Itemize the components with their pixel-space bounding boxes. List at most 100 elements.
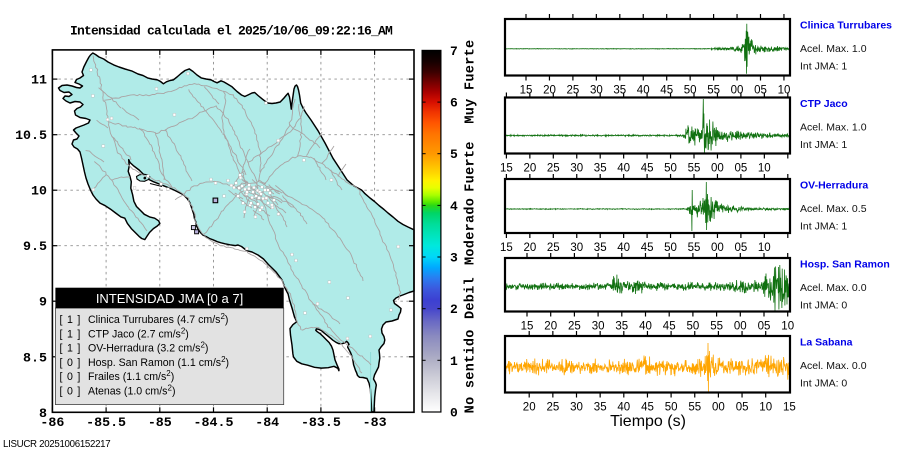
svg-text:35: 35 — [594, 242, 607, 254]
svg-text:05: 05 — [736, 402, 749, 414]
svg-text:10: 10 — [759, 402, 772, 414]
svg-text:-84.5: -84.5 — [194, 415, 234, 430]
svg-text:4: 4 — [450, 199, 458, 214]
svg-text:10.5: 10.5 — [15, 128, 47, 143]
svg-text:35: 35 — [613, 85, 626, 97]
svg-text:9: 9 — [39, 295, 47, 310]
svg-text:55: 55 — [688, 163, 701, 175]
svg-text:40: 40 — [617, 242, 630, 254]
svg-text:10: 10 — [758, 163, 771, 175]
svg-text:50: 50 — [665, 402, 678, 414]
svg-text:20: 20 — [524, 242, 537, 254]
svg-text:15: 15 — [783, 402, 796, 414]
svg-text:[ 1 ]: [ 1 ] — [60, 314, 82, 326]
svg-text:-83: -83 — [363, 415, 387, 430]
svg-text:45: 45 — [641, 402, 654, 414]
svg-text:0: 0 — [450, 406, 458, 421]
svg-text:Int JMA: 1: Int JMA: 1 — [800, 139, 847, 151]
svg-text:55: 55 — [710, 321, 723, 333]
svg-text:45: 45 — [660, 85, 673, 97]
svg-text:30: 30 — [570, 163, 583, 175]
svg-text:9.5: 9.5 — [23, 239, 47, 254]
svg-text:Acel. Max. 1.0: Acel. Max. 1.0 — [800, 122, 867, 134]
svg-text:-84: -84 — [255, 415, 279, 430]
svg-text:10: 10 — [778, 85, 791, 97]
svg-text:[ 0 ]: [ 0 ] — [60, 357, 82, 369]
svg-text:OV-Herradura: OV-Herradura — [800, 180, 868, 192]
svg-text:8: 8 — [39, 406, 47, 421]
svg-text:-86: -86 — [40, 415, 64, 430]
svg-text:-83.5: -83.5 — [301, 415, 341, 430]
svg-text:40: 40 — [617, 402, 630, 414]
svg-text:[ 1 ]: [ 1 ] — [60, 328, 82, 340]
svg-text:Muy Fuerte: Muy Fuerte — [464, 40, 479, 124]
svg-text:55: 55 — [688, 242, 701, 254]
svg-text:00: 00 — [734, 321, 747, 333]
svg-text:30: 30 — [592, 321, 605, 333]
svg-text:1: 1 — [450, 354, 458, 369]
svg-text:45: 45 — [641, 163, 654, 175]
svg-text:CTP Jaco: CTP Jaco — [800, 98, 848, 110]
svg-text:15: 15 — [520, 85, 533, 97]
svg-text:-85: -85 — [148, 415, 172, 430]
svg-text:25: 25 — [568, 321, 581, 333]
svg-text:Atenas (1.0 cm/s2): Atenas (1.0 cm/s2) — [88, 384, 175, 398]
svg-text:LISUCR 20251006152217: LISUCR 20251006152217 — [3, 439, 110, 450]
svg-text:15: 15 — [521, 321, 534, 333]
svg-text:25: 25 — [547, 163, 560, 175]
svg-text:55: 55 — [688, 402, 701, 414]
svg-text:30: 30 — [570, 402, 583, 414]
svg-text:05: 05 — [735, 163, 748, 175]
svg-text:Acel. Max. 0.0: Acel. Max. 0.0 — [800, 360, 867, 372]
svg-text:Clinica Turrubares (4.7 cm/s2): Clinica Turrubares (4.7 cm/s2) — [88, 312, 228, 326]
svg-text:No sentido: No sentido — [464, 329, 479, 413]
svg-text:30: 30 — [590, 85, 603, 97]
svg-text:20: 20 — [543, 85, 556, 97]
svg-text:50: 50 — [687, 321, 700, 333]
svg-text:30: 30 — [570, 242, 583, 254]
svg-text:20: 20 — [524, 163, 537, 175]
svg-text:45: 45 — [641, 242, 654, 254]
svg-text:Int JMA: 0: Int JMA: 0 — [800, 378, 847, 390]
svg-text:05: 05 — [735, 242, 748, 254]
svg-text:15: 15 — [500, 242, 513, 254]
svg-text:40: 40 — [637, 85, 650, 97]
svg-text:11: 11 — [31, 73, 47, 88]
svg-text:00: 00 — [712, 402, 725, 414]
svg-text:3: 3 — [450, 251, 458, 266]
svg-text:[ 1 ]: [ 1 ] — [60, 343, 82, 355]
svg-text:Hosp. San Ramon: Hosp. San Ramon — [800, 259, 890, 271]
svg-text:Acel. Max. 0.0: Acel. Max. 0.0 — [800, 282, 867, 294]
svg-text:Acel. Max. 1.0: Acel. Max. 1.0 — [800, 43, 867, 55]
svg-text:15: 15 — [500, 163, 513, 175]
svg-text:Fuerte: Fuerte — [464, 141, 479, 191]
svg-text:10: 10 — [31, 184, 47, 199]
svg-text:INTENSIDAD JMA [0 a 7]: INTENSIDAD JMA [0 a 7] — [96, 291, 243, 306]
svg-text:5: 5 — [450, 147, 458, 162]
svg-text:10: 10 — [781, 321, 794, 333]
svg-text:Moderado: Moderado — [464, 198, 479, 265]
svg-text:00: 00 — [711, 242, 724, 254]
svg-text:10: 10 — [758, 242, 771, 254]
svg-text:40: 40 — [639, 321, 652, 333]
svg-text:Int JMA: 1: Int JMA: 1 — [800, 221, 847, 233]
svg-text:00: 00 — [731, 85, 744, 97]
svg-text:35: 35 — [615, 321, 628, 333]
svg-text:Int JMA: 0: Int JMA: 0 — [800, 300, 847, 312]
svg-text:[ 0 ]: [ 0 ] — [60, 371, 82, 383]
svg-text:8.5: 8.5 — [23, 350, 47, 365]
svg-text:05: 05 — [758, 321, 771, 333]
svg-text:20: 20 — [544, 321, 557, 333]
svg-text:OV-Herradura (3.2 cm/s2): OV-Herradura (3.2 cm/s2) — [88, 341, 208, 355]
svg-text:Clinica Turrubares: Clinica Turrubares — [800, 20, 892, 32]
svg-text:Tiempo (s): Tiempo (s) — [610, 413, 686, 430]
svg-text:Intensidad calculada el 2025/1: Intensidad calculada el 2025/10/06_09:22… — [70, 24, 393, 39]
svg-text:50: 50 — [664, 163, 677, 175]
svg-text:25: 25 — [567, 85, 580, 97]
svg-text:40: 40 — [617, 163, 630, 175]
svg-text:35: 35 — [594, 163, 607, 175]
svg-text:45: 45 — [663, 321, 676, 333]
svg-text:CTP Jaco (2.7 cm/s2): CTP Jaco (2.7 cm/s2) — [88, 326, 189, 340]
svg-text:50: 50 — [664, 242, 677, 254]
svg-text:Debil: Debil — [464, 277, 479, 319]
